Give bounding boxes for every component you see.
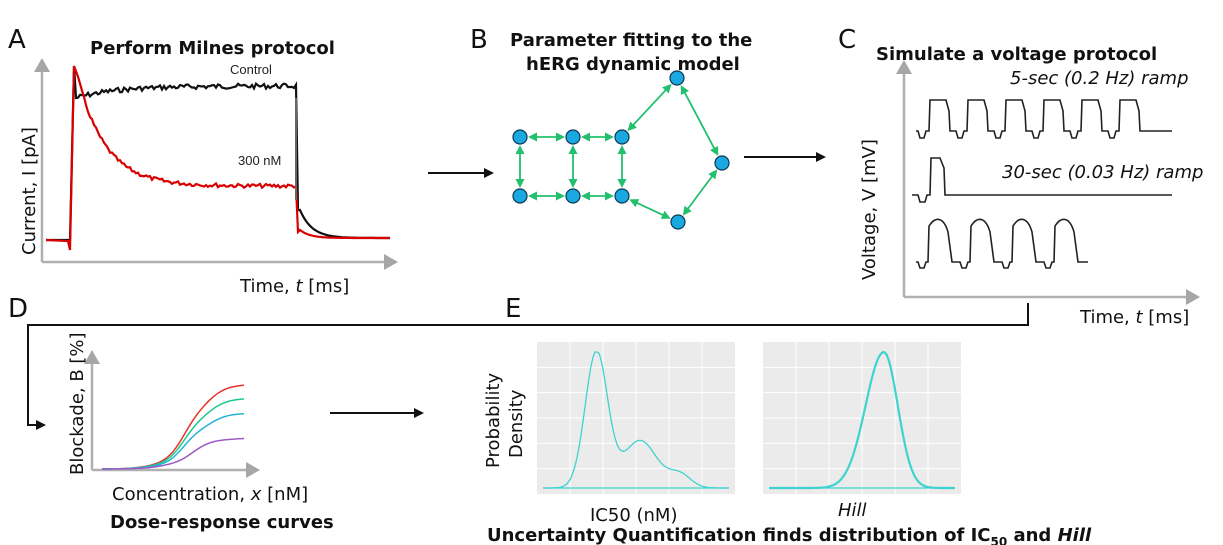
y-axis-arrow-icon	[896, 60, 912, 74]
panel-e-ylabel-line2: Density	[506, 389, 527, 458]
panel-c: C Simulate a voltage protocol 5-sec (0.2…	[838, 25, 1203, 328]
ramp-5sec-label: 5-sec (0.2 Hz) ramp	[1010, 68, 1189, 89]
panel-e-caption: Uncertainty Quantification finds distrib…	[487, 525, 1092, 545]
panel-c-axes	[896, 60, 1200, 305]
panel-b: B Parameter fitting to the hERG dynamic …	[470, 25, 752, 230]
control-label: Control	[230, 62, 272, 77]
panel-b-letter: B	[470, 25, 488, 55]
y-axis-arrow-icon	[84, 350, 100, 364]
dose-response-curve	[102, 437, 245, 470]
panel-d-ylabel: Blockade, B [%]	[67, 332, 88, 475]
state-node	[614, 188, 630, 204]
panel-d-axes	[84, 350, 260, 478]
panel-d: D Blockade, B [%] Concentration, x [nM] …	[8, 294, 334, 533]
protocol-30sec-trace	[912, 157, 1172, 203]
panel-b-title-line1: Parameter fitting to the	[510, 30, 752, 51]
panel-c-ylabel: Voltage, V [mV]	[859, 139, 880, 280]
state-node	[670, 214, 686, 230]
markov-nodes	[512, 70, 730, 230]
state-node	[714, 155, 730, 171]
dose-response-curve	[102, 384, 245, 470]
x-axis-arrow-icon	[246, 462, 260, 478]
transition-arrow	[629, 199, 671, 219]
y-axis-arrow-icon	[34, 58, 50, 72]
hill-xlabel: Hill	[838, 500, 867, 521]
dose-response-curves	[102, 384, 245, 470]
state-node	[512, 129, 528, 145]
state-node	[669, 70, 685, 86]
panel-e: E Probability Density IC50 (nM) Hill Unc…	[483, 294, 1092, 545]
ramp-30sec-label: 30-sec (0.03 Hz) ramp	[1002, 162, 1203, 183]
transition-arrow	[680, 85, 719, 156]
state-node	[565, 188, 581, 204]
state-node	[614, 129, 630, 145]
panel-d-xlabel: Concentration, x [nM]	[112, 484, 308, 505]
panel-a-ylabel: Current, I [pA]	[19, 127, 40, 255]
protocol-5sec-trace	[916, 99, 1172, 139]
state-node	[565, 129, 581, 145]
dose-response-curve	[102, 413, 245, 470]
control-current-trace	[46, 65, 390, 242]
state-node	[512, 188, 528, 204]
panel-b-title-line2: hERG dynamic model	[526, 54, 740, 75]
x-axis-arrow-icon	[384, 254, 398, 270]
panel-d-caption: Dose-response curves	[110, 512, 334, 533]
protocol-ap-trace	[916, 218, 1088, 269]
panel-a-xlabel: Time, t [ms]	[239, 276, 349, 297]
panel-c-xlabel: Time, t [ms]	[1079, 307, 1189, 328]
drug-label: 300 nM	[238, 153, 281, 168]
panel-d-letter: D	[8, 294, 28, 324]
panel-e-ylabel-line1: Probability	[483, 373, 504, 468]
panel-c-letter: C	[838, 25, 856, 55]
markov-edges	[515, 83, 719, 219]
hill-density-plot	[763, 342, 961, 494]
drug-current-trace	[45, 65, 390, 251]
x-axis-arrow-icon	[1186, 289, 1200, 305]
panel-a-title: Perform Milnes protocol	[90, 38, 335, 59]
connector-c-to-d	[27, 303, 1029, 430]
transition-arrow	[682, 169, 718, 216]
ic50-xlabel: IC50 (nM)	[590, 505, 678, 526]
ic50-density-plot	[537, 342, 735, 494]
panel-a-letter: A	[8, 25, 26, 55]
transition-arrow	[627, 83, 672, 132]
density-curve	[543, 351, 729, 489]
panel-c-title: Simulate a voltage protocol	[876, 44, 1157, 65]
panel-a: A Perform Milnes protocol Current, I [pA…	[8, 25, 398, 297]
panel-a-axes	[34, 58, 398, 270]
panel-e-letter: E	[505, 294, 521, 324]
